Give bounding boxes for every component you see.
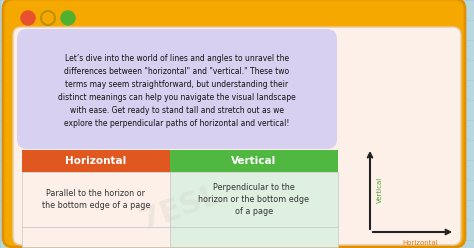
Circle shape	[21, 11, 35, 25]
Text: Let’s dive into the world of lines and angles to unravel the
differences between: Let’s dive into the world of lines and a…	[58, 54, 296, 128]
Text: Perpendicular to the
horizon or the bottom edge
of a page: Perpendicular to the horizon or the bott…	[199, 183, 310, 217]
FancyBboxPatch shape	[17, 29, 337, 149]
Bar	[22, 172, 170, 227]
Bar	[22, 150, 170, 172]
Text: Horizontal: Horizontal	[65, 156, 127, 166]
Bar	[22, 227, 170, 247]
Circle shape	[61, 11, 75, 25]
Bar	[170, 150, 338, 172]
Text: Horizontal: Horizontal	[402, 240, 438, 246]
FancyBboxPatch shape	[3, 0, 465, 247]
Text: Parallel to the horizon or
the bottom edge of a page: Parallel to the horizon or the bottom ed…	[42, 189, 150, 210]
Bar	[170, 227, 338, 247]
Circle shape	[41, 11, 55, 25]
FancyBboxPatch shape	[13, 27, 461, 245]
Text: Vertical: Vertical	[377, 177, 383, 203]
Bar	[170, 172, 338, 227]
Text: Vertical: Vertical	[231, 156, 277, 166]
Text: 7ESL: 7ESL	[136, 180, 224, 235]
